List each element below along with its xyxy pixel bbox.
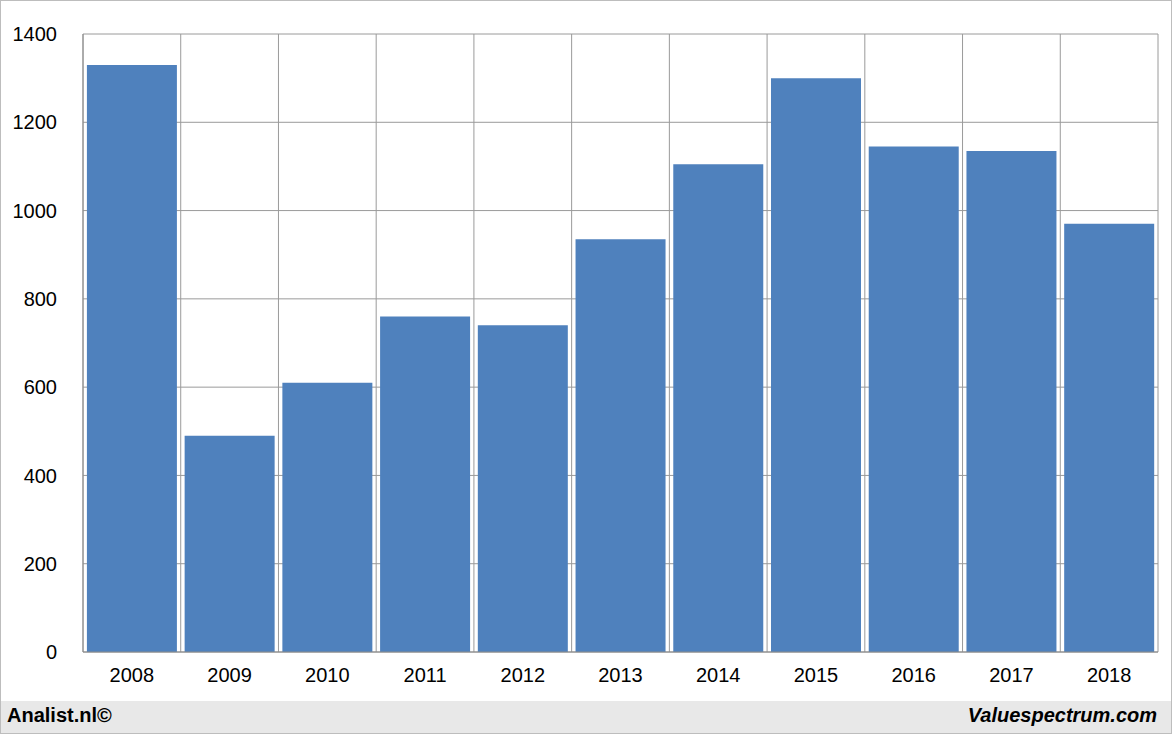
svg-text:2010: 2010 (305, 664, 350, 686)
svg-text:2011: 2011 (404, 664, 447, 686)
svg-text:0: 0 (46, 641, 57, 663)
svg-text:2008: 2008 (110, 664, 155, 686)
svg-text:2012: 2012 (501, 664, 546, 686)
html-text:Valuespectrum.com: Valuespectrum.com (967, 704, 1157, 726)
svg-text:600: 600 (24, 376, 57, 398)
svg-text:2009: 2009 (207, 664, 252, 686)
svg-text:2016: 2016 (891, 664, 936, 686)
svg-text:2018: 2018 (1087, 664, 1132, 686)
svg-text:1200: 1200 (13, 111, 58, 133)
svg-text:2017: 2017 (989, 664, 1034, 686)
svg-text:2013: 2013 (598, 664, 643, 686)
svg-text:2015: 2015 (794, 664, 839, 686)
svg-text:2014: 2014 (696, 664, 741, 686)
svg-text:200: 200 (24, 553, 57, 575)
svg-text:1400: 1400 (13, 23, 58, 45)
html-text:Analist.nl©: Analist.nl© (7, 704, 112, 726)
svg-text:400: 400 (24, 465, 57, 487)
svg-text:1000: 1000 (13, 200, 58, 222)
svg-text:800: 800 (24, 288, 57, 310)
